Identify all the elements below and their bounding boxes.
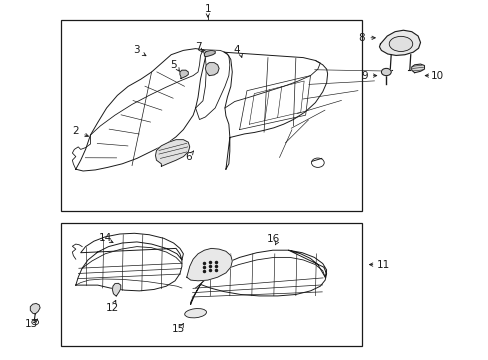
Text: 12: 12: [105, 303, 119, 313]
Polygon shape: [30, 303, 40, 314]
Polygon shape: [379, 30, 420, 55]
Polygon shape: [180, 70, 188, 78]
Text: 14: 14: [98, 233, 112, 243]
Text: 13: 13: [25, 319, 39, 329]
Text: 9: 9: [360, 71, 367, 81]
Text: 10: 10: [430, 71, 443, 81]
Ellipse shape: [388, 36, 412, 51]
Bar: [61, 223, 361, 346]
Text: 5: 5: [170, 60, 177, 70]
Text: 8: 8: [358, 33, 365, 43]
Text: 3: 3: [133, 45, 140, 55]
Text: 4: 4: [233, 45, 240, 55]
Text: 6: 6: [184, 152, 191, 162]
Text: 2: 2: [72, 126, 79, 136]
Polygon shape: [186, 248, 232, 281]
Text: 16: 16: [266, 234, 280, 244]
Bar: [61, 20, 361, 211]
Ellipse shape: [184, 309, 206, 318]
Text: 15: 15: [171, 324, 185, 334]
Polygon shape: [411, 64, 424, 73]
Text: 7: 7: [194, 42, 201, 52]
Polygon shape: [155, 140, 189, 166]
Text: 1: 1: [204, 4, 211, 14]
Text: 11: 11: [376, 260, 389, 270]
Polygon shape: [112, 283, 121, 296]
Polygon shape: [204, 50, 215, 57]
Polygon shape: [205, 63, 219, 76]
Circle shape: [381, 68, 390, 76]
